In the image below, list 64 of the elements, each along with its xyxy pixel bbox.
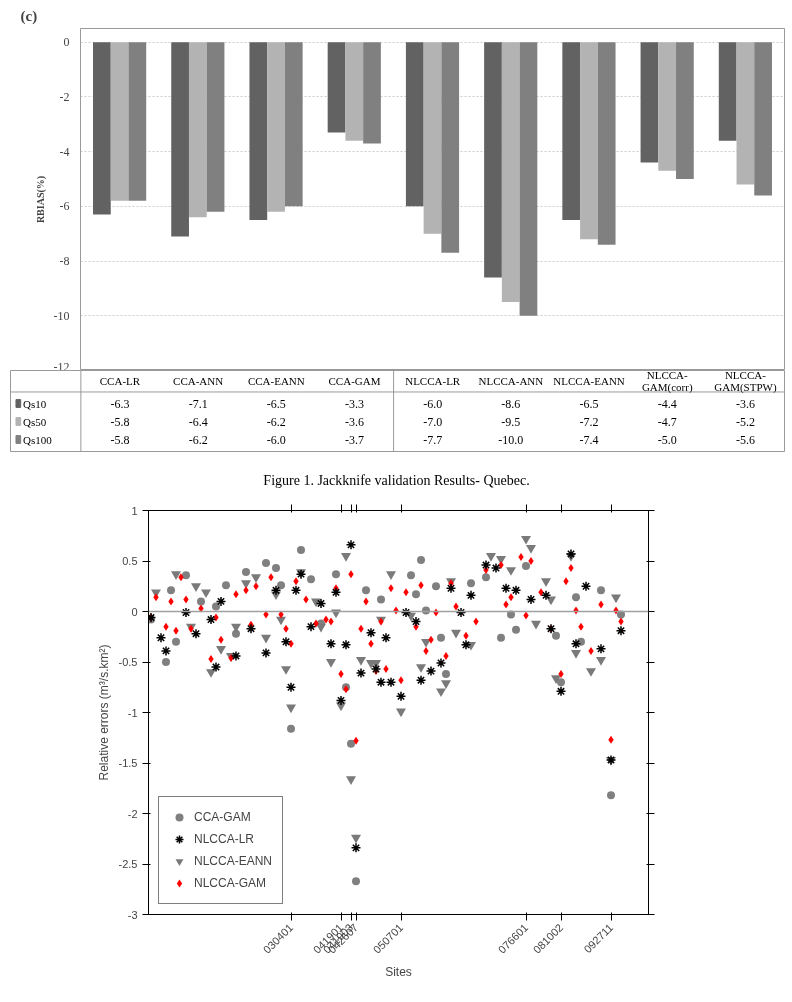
data-label: -6.3 xyxy=(110,396,130,411)
legend-label: Qs50 xyxy=(23,415,47,428)
x-tick-label: CCA-ANN xyxy=(173,375,224,388)
legend-label: CCA-GAM xyxy=(194,810,251,824)
data-label: -3.7 xyxy=(345,432,364,447)
data-label: -6.2 xyxy=(266,414,286,429)
data-label: -7.7 xyxy=(423,432,443,447)
y-tick-label: -2.5 xyxy=(118,858,138,870)
data-label: -7.4 xyxy=(579,432,599,447)
data-label: -3.6 xyxy=(345,414,364,429)
y-tick-label: -3 xyxy=(127,908,138,921)
x-tick-label: NLCCA-EANN xyxy=(553,375,625,388)
data-label: -6.4 xyxy=(188,414,208,429)
data-label: -3.6 xyxy=(735,396,755,411)
legend-label: NLCCA-GAM xyxy=(194,876,267,890)
y-tick-label: -2 xyxy=(59,89,70,104)
data-label: -9.5 xyxy=(501,414,521,429)
x-axis-title: Sites xyxy=(385,965,412,980)
legend-label: Qs100 xyxy=(23,433,53,446)
y-tick-label: -1 xyxy=(127,706,138,719)
x-tick-label: NLCCA-ANN xyxy=(478,375,544,388)
x-tick-label: NLCCA-GAM(corr) xyxy=(641,369,693,395)
legend-label: NLCCA-EANN xyxy=(194,854,273,868)
y-tick-label: 0 xyxy=(63,35,70,50)
caption: Figure 1. Jackknife validation Results- Quebec. xyxy=(263,472,530,488)
data-label: -5.8 xyxy=(110,414,130,429)
data-label: -5.8 xyxy=(110,432,130,447)
x-tick-label: CCA-GAM xyxy=(328,375,381,388)
y-tick-label: -1.5 xyxy=(118,757,138,769)
y-tick-label: -2 xyxy=(127,807,138,820)
data-label: -7.0 xyxy=(423,414,443,429)
data-label: -6.0 xyxy=(423,396,443,411)
text: (c) xyxy=(20,7,38,25)
y-tick-label: 0 xyxy=(131,605,138,618)
data-label: -8.6 xyxy=(501,396,521,411)
legend-label: NLCCA-LR xyxy=(194,832,255,846)
data-label: -6.2 xyxy=(188,432,208,447)
y-tick-label: -4 xyxy=(59,144,70,159)
y-tick-label: 1 xyxy=(131,504,138,517)
y-axis-title: Relative errors (m³/s.km²) xyxy=(96,644,111,781)
data-label: -4.4 xyxy=(657,396,677,411)
data-label: -6.5 xyxy=(266,396,286,411)
y-tick-label: -8 xyxy=(59,254,70,269)
y-tick-label: -12 xyxy=(53,359,70,374)
data-label: -3.3 xyxy=(345,396,364,411)
data-label: -5.2 xyxy=(735,414,755,429)
data-label: -7.2 xyxy=(579,414,599,429)
x-tick-label: CCA-EANN xyxy=(247,375,305,388)
legend-label: Qs10 xyxy=(23,397,47,410)
y-tick-label: -6 xyxy=(59,199,70,214)
x-tick-label: NLCCA-LR xyxy=(405,375,461,388)
data-label: -6.0 xyxy=(266,432,286,447)
y-axis-title: RBIAS(%) xyxy=(34,175,47,224)
x-tick-label: CCA-LR xyxy=(99,375,141,388)
y-tick-label: -0.5 xyxy=(118,656,138,668)
data-label: -5.6 xyxy=(735,432,755,447)
x-tick-label: NLCCA-GAM(STPW) xyxy=(714,369,777,395)
data-label: -4.7 xyxy=(657,414,677,429)
data-label: -7.1 xyxy=(188,396,208,411)
data-label: -6.5 xyxy=(579,396,599,411)
y-tick-label: -10 xyxy=(53,308,70,323)
data-label: -10.0 xyxy=(498,432,524,447)
y-tick-label: 0.5 xyxy=(122,555,138,567)
data-label: -5.0 xyxy=(657,432,677,447)
